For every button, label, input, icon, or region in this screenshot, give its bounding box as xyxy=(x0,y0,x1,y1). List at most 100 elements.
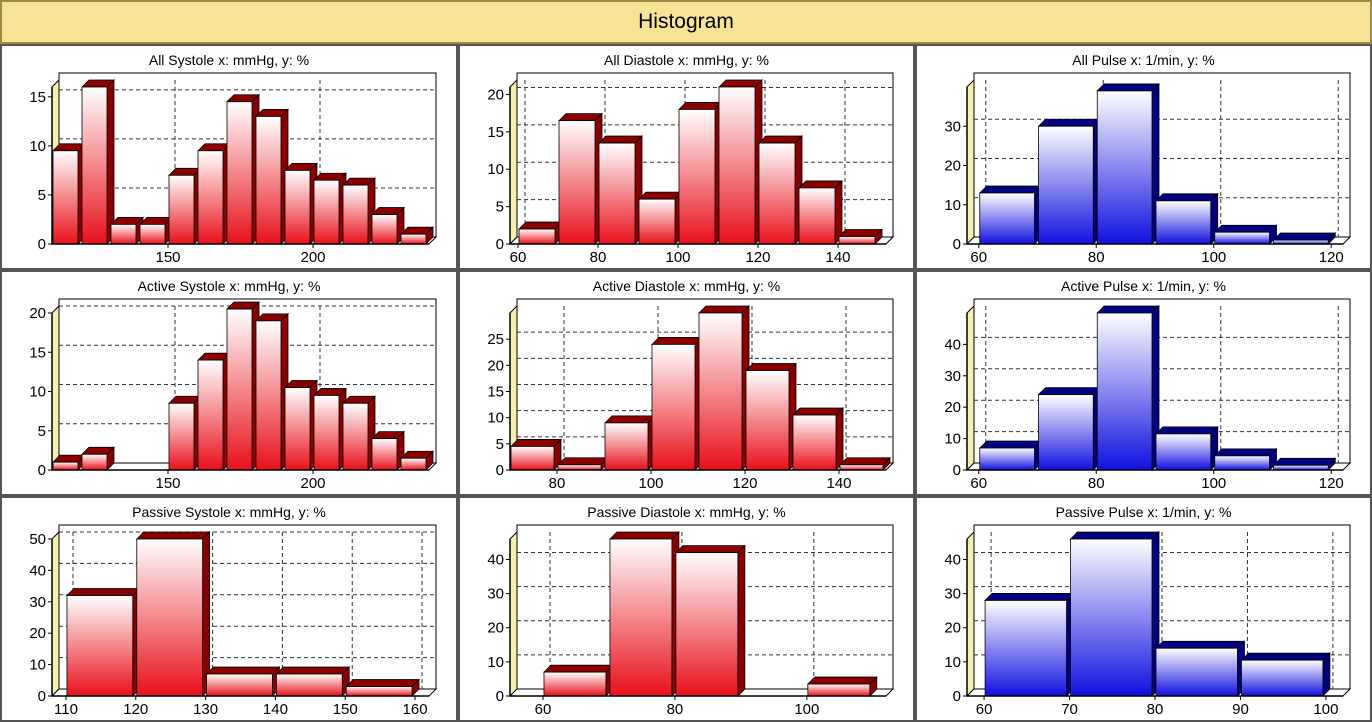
histogram-bar xyxy=(1213,224,1278,245)
all-systole-plot: All Systole x: mmHg, y: % 0 5 10 15 150 200 xyxy=(29,52,438,266)
histogram-title: Histogram xyxy=(638,10,734,33)
histogram-bar xyxy=(674,544,746,697)
x-tick-label: 110 xyxy=(54,701,78,718)
y-tick-label: 15 xyxy=(487,384,504,401)
histogram-bar xyxy=(65,587,141,697)
x-tick-label: 80 xyxy=(667,701,684,718)
y-tick-label: 25 xyxy=(487,331,504,348)
x-tick-label: 200 xyxy=(300,475,325,492)
plot-frame xyxy=(965,298,1352,472)
y-tick-label: 0 xyxy=(496,236,504,253)
y-tick-label: 20 xyxy=(487,86,504,103)
histogram-bar xyxy=(792,407,844,471)
x-tick-label: 120 xyxy=(123,701,148,718)
x-tick-label: 80 xyxy=(1088,475,1105,492)
histogram-bar xyxy=(984,592,1075,697)
y-tick-label: 0 xyxy=(953,462,961,479)
chart-title: Active Diastole x: mmHg, y: % xyxy=(593,278,781,294)
histogram-bar xyxy=(510,438,562,471)
histogram-bar xyxy=(1037,386,1102,471)
all-diastole-plot: All Diastole x: mmHg, y: % 0 5 10 15 20 60 80 10… xyxy=(487,52,895,266)
chart-title: All Systole x: mmHg, y: % xyxy=(149,52,309,68)
y-tick-label: 5 xyxy=(38,423,46,440)
x-tick-label: 100 xyxy=(1313,701,1338,718)
chart-title: Active Systole x: mmHg, y: % xyxy=(138,278,321,294)
histogram-bar xyxy=(557,456,609,471)
y-tick-label: 30 xyxy=(29,594,46,611)
y-tick-label: 10 xyxy=(487,410,504,427)
x-tick-label: 60 xyxy=(976,701,993,718)
passive-diastole-chart: Passive Diastole x: mmHg, y: % 0 10 20 30 40 6… xyxy=(458,496,915,722)
histogram-bar xyxy=(226,93,260,245)
histogram-bar xyxy=(139,216,173,245)
y-tick-label: 20 xyxy=(487,620,504,637)
all-pulse-chart: All Pulse x: 1/min, y: % 0 10 20 30 60 80 100 12… xyxy=(915,44,1372,270)
histogram-bar xyxy=(604,414,656,471)
active-systole-plot: Active Systole x: mmHg, y: % 0 5 10 15 20 150 2… xyxy=(29,278,438,492)
x-tick-label: 130 xyxy=(193,701,218,718)
chart-title: Passive Pulse x: 1/min, y: % xyxy=(1056,504,1232,520)
x-tick-label: 60 xyxy=(510,249,527,266)
x-tick-label: 100 xyxy=(665,249,690,266)
x-tick-label: 120 xyxy=(1319,475,1344,492)
x-tick-label: 140 xyxy=(263,701,288,718)
x-tick-label: 100 xyxy=(1201,475,1226,492)
y-tick-label: 5 xyxy=(38,187,46,204)
chart-title: All Diastole x: mmHg, y: % xyxy=(604,52,769,68)
histogram-bar xyxy=(1213,447,1278,471)
y-tick-label: 10 xyxy=(29,138,46,155)
histogram-bar xyxy=(1155,192,1219,245)
histogram-bar xyxy=(698,305,750,471)
histogram-bar xyxy=(758,135,803,245)
passive-pulse-plot: Passive Pulse x: 1/min, y: % 0 10 20 30 40 60 7… xyxy=(944,504,1352,718)
active-diastole-plot: Active Diastole x: mmHg, y: % 0 5 10 15 20 25 8… xyxy=(487,278,895,492)
histogram-bar xyxy=(598,135,643,245)
y-tick-label: 0 xyxy=(38,236,46,253)
histogram-bar xyxy=(275,666,351,697)
y-tick-label: 10 xyxy=(487,161,504,178)
y-tick-label: 15 xyxy=(487,124,504,141)
histogram-bar xyxy=(81,446,115,471)
histogram-bar xyxy=(81,79,115,245)
active-pulse-chart: Active Pulse x: 1/min, y: % 0 10 20 30 40 60 80… xyxy=(915,270,1372,496)
passive-diastole-plot: Passive Diastole x: mmHg, y: % 0 10 20 30 40 6… xyxy=(487,504,895,718)
x-tick-label: 100 xyxy=(794,701,819,718)
histogram-bar xyxy=(518,221,563,245)
histogram-bar xyxy=(1037,118,1102,245)
x-tick-label: 60 xyxy=(970,249,987,266)
histogram-bar xyxy=(638,191,683,245)
histogram-bar xyxy=(1272,457,1337,471)
passive-systole-plot: Passive Systole x: mmHg, y: % 0 10 20 30 40 50… xyxy=(29,504,438,718)
histogram-bar xyxy=(197,352,231,471)
y-tick-label: 40 xyxy=(29,562,46,579)
y-tick-label: 20 xyxy=(487,357,504,374)
histogram-bar xyxy=(839,456,891,471)
histogram-bar xyxy=(168,167,202,245)
y-tick-label: 0 xyxy=(496,462,504,479)
y-tick-label: 0 xyxy=(953,236,961,253)
y-tick-label: 10 xyxy=(944,654,961,671)
x-tick-label: 70 xyxy=(1061,701,1078,718)
histogram-bar xyxy=(1155,640,1246,697)
y-tick-label: 30 xyxy=(944,586,961,603)
x-tick-label: 120 xyxy=(1319,249,1344,266)
all-systole-chart: All Systole x: mmHg, y: % 0 5 10 15 150 200 xyxy=(0,44,458,270)
x-tick-label: 80 xyxy=(549,475,566,492)
y-tick-label: 15 xyxy=(29,344,46,361)
histogram-bar xyxy=(718,79,763,245)
histogram-bar xyxy=(371,430,405,471)
active-pulse-plot: Active Pulse x: 1/min, y: % 0 10 20 30 40 60 80… xyxy=(944,278,1352,492)
y-tick-label: 0 xyxy=(953,688,961,705)
x-tick-label: 80 xyxy=(1088,249,1105,266)
y-tick-label: 10 xyxy=(944,431,961,448)
histogram-bar xyxy=(1096,82,1160,245)
histogram-bar xyxy=(52,454,86,471)
histogram-bar xyxy=(798,179,843,245)
y-tick-label: 20 xyxy=(944,399,961,416)
histogram-bar xyxy=(226,301,260,471)
y-tick-label: 0 xyxy=(38,688,46,705)
chart-title: Passive Systole x: mmHg, y: % xyxy=(132,504,326,520)
y-tick-label: 20 xyxy=(944,158,961,175)
chart-title: Active Pulse x: 1/min, y: % xyxy=(1061,278,1226,294)
